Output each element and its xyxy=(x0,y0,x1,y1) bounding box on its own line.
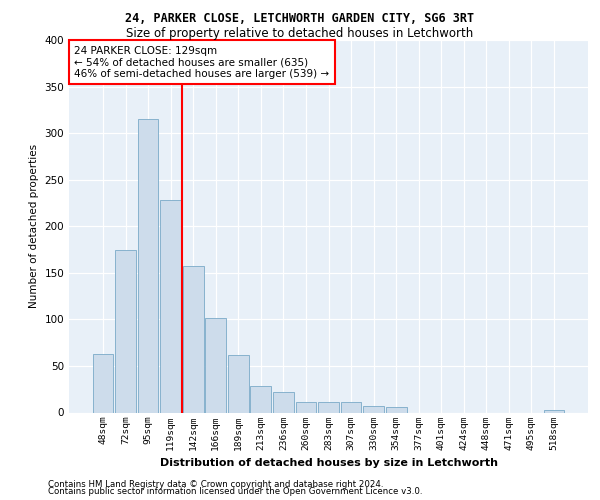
Bar xyxy=(115,250,136,412)
Bar xyxy=(92,354,113,412)
Y-axis label: Number of detached properties: Number of detached properties xyxy=(29,144,39,308)
Text: 24 PARKER CLOSE: 129sqm
← 54% of detached houses are smaller (635)
46% of semi-d: 24 PARKER CLOSE: 129sqm ← 54% of detache… xyxy=(74,46,329,79)
Text: Contains public sector information licensed under the Open Government Licence v3: Contains public sector information licen… xyxy=(48,488,422,496)
Text: 24, PARKER CLOSE, LETCHWORTH GARDEN CITY, SG6 3RT: 24, PARKER CLOSE, LETCHWORTH GARDEN CITY… xyxy=(125,12,475,26)
Bar xyxy=(250,386,271,412)
Text: Size of property relative to detached houses in Letchworth: Size of property relative to detached ho… xyxy=(127,28,473,40)
X-axis label: Distribution of detached houses by size in Letchworth: Distribution of detached houses by size … xyxy=(160,458,497,468)
Bar xyxy=(160,200,181,412)
Text: Contains HM Land Registry data © Crown copyright and database right 2024.: Contains HM Land Registry data © Crown c… xyxy=(48,480,383,489)
Bar xyxy=(544,410,565,412)
Bar xyxy=(228,355,248,412)
Bar xyxy=(318,402,339,412)
Bar xyxy=(296,402,316,412)
Bar xyxy=(205,318,226,412)
Bar xyxy=(273,392,294,412)
Bar xyxy=(183,266,203,412)
Bar xyxy=(386,407,407,412)
Bar xyxy=(341,402,361,412)
Bar xyxy=(137,119,158,412)
Bar xyxy=(363,406,384,412)
